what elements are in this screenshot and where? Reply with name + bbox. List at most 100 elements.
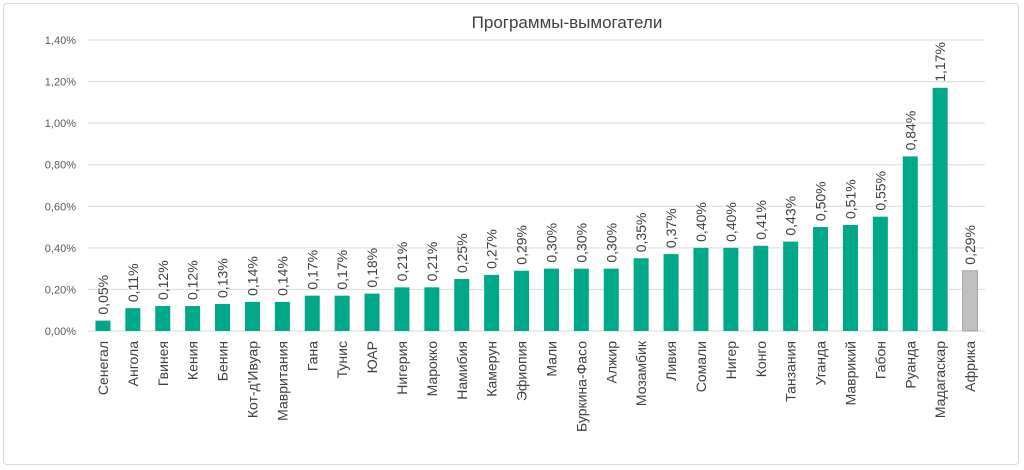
bar-country xyxy=(454,279,470,331)
y-tick-label: 1,00% xyxy=(45,118,76,130)
data-label: 0,12% xyxy=(185,260,201,300)
x-category-label: Тунис xyxy=(334,341,350,378)
data-label: 0,25% xyxy=(454,233,470,273)
bar-country xyxy=(334,295,350,331)
bar-country xyxy=(484,274,500,331)
y-tick-label: 0,80% xyxy=(45,160,76,172)
bar-country xyxy=(902,156,918,331)
x-category-label: Ливия xyxy=(663,341,679,381)
bar-country xyxy=(753,245,769,331)
data-label: 0,30% xyxy=(573,223,589,263)
data-label: 0,55% xyxy=(872,171,888,211)
x-category-label: Кения xyxy=(185,341,201,380)
bar-country xyxy=(723,247,739,331)
x-category-label: Намибия xyxy=(454,341,470,400)
bar-country xyxy=(424,287,440,331)
data-label: 0,40% xyxy=(723,202,739,242)
data-label: 0,12% xyxy=(155,260,171,300)
chart-frame xyxy=(3,3,1019,465)
bar-country xyxy=(543,268,559,331)
data-label: 0,29% xyxy=(962,225,978,265)
y-tick-label: 0,00% xyxy=(45,326,76,338)
x-category-label: Эфиопия xyxy=(514,341,530,401)
x-category-label: Уганда xyxy=(813,341,829,386)
bar-country xyxy=(394,287,410,331)
y-tick-label: 1,40% xyxy=(45,35,76,47)
bar-country xyxy=(304,295,320,331)
bar-country xyxy=(693,247,709,331)
data-label: 0,37% xyxy=(663,208,679,248)
x-category-label: Мозамбик xyxy=(633,340,649,406)
data-label: 0,29% xyxy=(514,225,530,265)
data-label: 0,50% xyxy=(813,181,829,221)
x-category-label: Кот-д'Ивуар xyxy=(244,341,260,418)
data-label: 0,14% xyxy=(274,256,290,296)
data-label: 0,84% xyxy=(902,111,918,151)
x-category-label: Гвинея xyxy=(155,341,171,386)
x-category-label: Конго xyxy=(753,341,769,377)
chart-title: Программы-вымогатели xyxy=(472,13,663,32)
x-category-label: Маврикий xyxy=(842,341,858,405)
x-category-label: Марокко xyxy=(424,341,440,397)
bar-country xyxy=(364,293,380,331)
y-tick-label: 0,60% xyxy=(45,201,76,213)
data-label: 0,30% xyxy=(603,223,619,263)
x-category-label: Буркина-Фасо xyxy=(573,341,589,432)
data-label: 0,18% xyxy=(364,248,380,288)
x-category-label: Камерун xyxy=(484,341,500,397)
bar-total xyxy=(962,270,979,332)
bar-country xyxy=(813,227,829,331)
data-label: 0,17% xyxy=(304,250,320,290)
y-tick-label: 1,20% xyxy=(45,77,76,89)
data-label: 0,30% xyxy=(543,223,559,263)
bar-country xyxy=(274,301,290,331)
bar-country xyxy=(663,254,679,331)
bar-country xyxy=(125,308,141,331)
bar-country xyxy=(633,258,649,331)
data-label: 0,43% xyxy=(783,196,799,236)
bar-country xyxy=(603,268,619,331)
data-label: 0,14% xyxy=(244,256,260,296)
bar-country xyxy=(215,303,231,331)
x-category-label: Африка xyxy=(962,341,978,392)
x-category-label: Бенин xyxy=(215,341,231,381)
data-label: 0,51% xyxy=(842,179,858,219)
bar-country xyxy=(783,241,799,331)
bar-country xyxy=(185,306,201,331)
data-label: 0,13% xyxy=(215,258,231,298)
x-category-label: Танзания xyxy=(783,341,799,402)
x-category-label: Алжир xyxy=(603,341,619,384)
x-category-label: Нигер xyxy=(723,341,739,380)
y-tick-label: 0,20% xyxy=(45,284,76,296)
x-category-label: Габон xyxy=(872,341,888,379)
bar-country xyxy=(514,270,530,331)
x-category-label: Сомали xyxy=(693,341,709,392)
data-label: 0,41% xyxy=(753,200,769,240)
y-tick-label: 0,40% xyxy=(45,243,76,255)
x-category-label: Ангола xyxy=(125,341,141,387)
data-label: 0,11% xyxy=(125,263,141,302)
x-category-label: Мадагаскар xyxy=(932,341,948,418)
bar-country xyxy=(155,306,171,331)
x-category-label: Гана xyxy=(304,341,320,371)
x-category-label: Сенегал xyxy=(95,341,111,395)
x-category-label: Руанда xyxy=(902,341,918,389)
bar-country xyxy=(842,224,858,331)
x-category-label: Мавритания xyxy=(274,341,290,421)
data-label: 0,17% xyxy=(334,250,350,290)
x-category-label: Нигерия xyxy=(394,341,410,395)
x-category-label: Мали xyxy=(543,341,559,377)
data-label: 0,21% xyxy=(394,242,410,282)
x-category-label: ЮАР xyxy=(364,341,380,373)
data-label: 0,05% xyxy=(95,275,111,315)
bar-country xyxy=(95,320,111,331)
data-label: 0,35% xyxy=(633,213,649,253)
bar-country xyxy=(872,216,888,331)
data-label: 0,21% xyxy=(424,242,440,282)
bar-country xyxy=(932,87,948,331)
data-label: 0,40% xyxy=(693,202,709,242)
data-label: 1,17% xyxy=(932,42,948,82)
data-label: 0,27% xyxy=(484,229,500,269)
bar-country xyxy=(573,268,589,331)
